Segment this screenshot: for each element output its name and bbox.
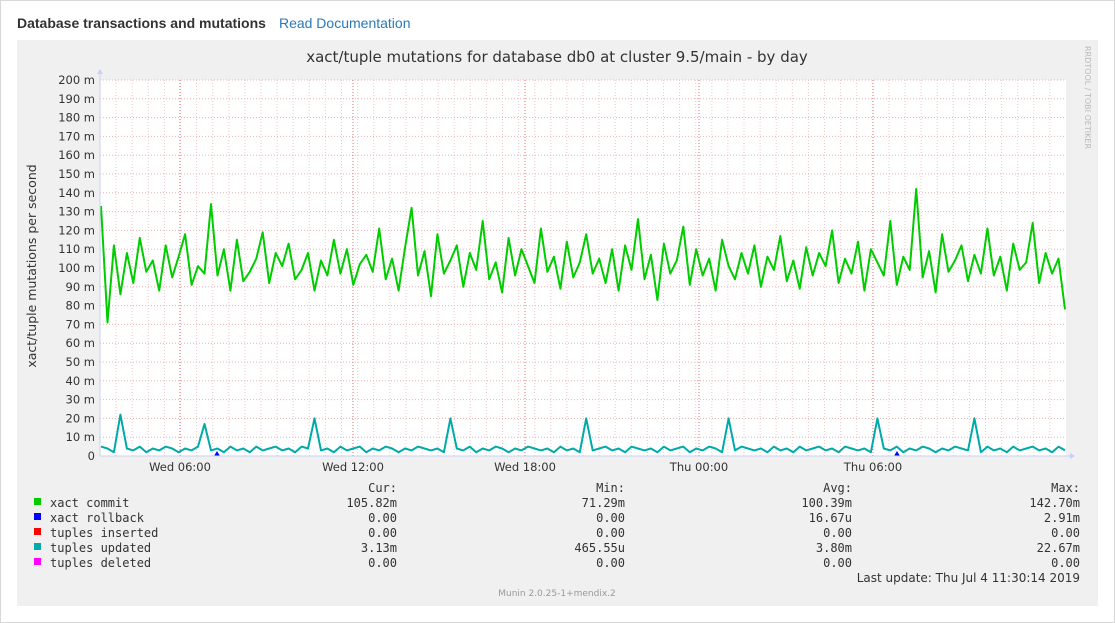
y-tick-label: 90 m bbox=[66, 280, 96, 294]
last-update: Last update: Thu Jul 4 11:30:14 2019 bbox=[857, 571, 1080, 585]
legend-value-max: 22.67m bbox=[1037, 541, 1080, 555]
y-tick-label: 70 m bbox=[66, 317, 96, 331]
legend-value-avg: 3.80m bbox=[816, 541, 852, 555]
legend-header: Cur: bbox=[368, 481, 397, 495]
legend-swatch bbox=[34, 528, 41, 535]
munin-chart: xact/tuple mutations for database db0 at… bbox=[17, 40, 1098, 606]
x-axis-arrow bbox=[1070, 453, 1075, 459]
y-tick-label: 110 m bbox=[58, 242, 95, 256]
read-documentation-link[interactable]: Read Documentation bbox=[278, 15, 411, 31]
y-tick-label: 180 m bbox=[58, 111, 95, 125]
legend-swatch bbox=[34, 513, 41, 520]
y-tick-label: 60 m bbox=[66, 336, 96, 350]
y-tick-label: 170 m bbox=[58, 129, 95, 143]
legend-value-avg: 0.00 bbox=[823, 526, 852, 540]
legend-header: Min: bbox=[596, 481, 625, 495]
legend-swatch bbox=[34, 543, 41, 550]
legend-swatch bbox=[34, 558, 41, 565]
y-tick-label: 0 bbox=[88, 449, 95, 463]
legend-value-avg: 100.39m bbox=[801, 496, 852, 510]
y-axis-label: xact/tuple mutations per second bbox=[24, 164, 39, 367]
legend-value-cur: 0.00 bbox=[368, 526, 397, 540]
y-axis-arrow bbox=[97, 69, 103, 74]
legend-value-max: 2.91m bbox=[1044, 511, 1080, 525]
x-tick-label: Wed 18:00 bbox=[494, 460, 556, 474]
rollback-marker bbox=[214, 451, 220, 456]
series-line-xact-commit bbox=[100, 188, 1066, 324]
legend-value-max: 142.70m bbox=[1029, 496, 1080, 510]
legend-header: Avg: bbox=[823, 481, 852, 495]
y-tick-label: 120 m bbox=[58, 223, 95, 237]
legend-value-min: 71.29m bbox=[582, 496, 625, 510]
x-tick-label: Wed 12:00 bbox=[322, 460, 384, 474]
legend-value-avg: 16.67u bbox=[809, 511, 852, 525]
legend-series-name: xact rollback bbox=[50, 511, 145, 525]
y-tick-label: 140 m bbox=[58, 186, 95, 200]
widget-title: Database transactions and mutations bbox=[17, 15, 266, 31]
y-tick-label: 80 m bbox=[66, 299, 96, 313]
y-tick-label: 200 m bbox=[58, 73, 95, 87]
legend-swatch bbox=[34, 498, 41, 505]
y-tick-label: 100 m bbox=[58, 261, 95, 275]
legend-series-name: xact commit bbox=[50, 496, 129, 510]
series-line-tuples-updated bbox=[100, 413, 1066, 454]
legend-series-name: tuples deleted bbox=[50, 556, 151, 570]
legend-value-avg: 0.00 bbox=[823, 556, 852, 570]
y-tick-label: 20 m bbox=[66, 411, 96, 425]
y-tick-label: 130 m bbox=[58, 205, 95, 219]
rollback-marker bbox=[894, 451, 900, 456]
legend-value-min: 0.00 bbox=[596, 556, 625, 570]
legend-value-cur: 105.82m bbox=[346, 496, 397, 510]
chart-title: xact/tuple mutations for database db0 at… bbox=[306, 48, 808, 66]
y-tick-label: 40 m bbox=[66, 374, 96, 388]
x-tick-label: Thu 06:00 bbox=[843, 460, 902, 474]
legend-value-cur: 0.00 bbox=[368, 511, 397, 525]
legend-series-name: tuples updated bbox=[50, 541, 151, 555]
legend-series-name: tuples inserted bbox=[50, 526, 158, 540]
widget-header: Database transactions and mutations Read… bbox=[17, 13, 410, 33]
munin-footer: Munin 2.0.25-1+mendix.2 bbox=[498, 589, 616, 599]
rrdtool-side-label: RRDTOOL / TOBI OETIKER bbox=[1083, 46, 1092, 149]
y-tick-label: 30 m bbox=[66, 393, 96, 407]
legend-value-cur: 0.00 bbox=[368, 556, 397, 570]
legend-header: Max: bbox=[1051, 481, 1080, 495]
legend-value-max: 0.00 bbox=[1051, 556, 1080, 570]
y-tick-label: 10 m bbox=[66, 430, 96, 444]
legend-value-min: 465.55u bbox=[574, 541, 625, 555]
x-tick-label: Thu 00:00 bbox=[669, 460, 728, 474]
x-tick-label: Wed 06:00 bbox=[149, 460, 211, 474]
legend-value-min: 0.00 bbox=[596, 526, 625, 540]
y-tick-label: 160 m bbox=[58, 148, 95, 162]
y-tick-label: 190 m bbox=[58, 92, 95, 106]
legend-value-max: 0.00 bbox=[1051, 526, 1080, 540]
chart-panel: xact/tuple mutations for database db0 at… bbox=[17, 40, 1098, 606]
legend-value-min: 0.00 bbox=[596, 511, 625, 525]
y-tick-label: 150 m bbox=[58, 167, 95, 181]
y-tick-label: 50 m bbox=[66, 355, 96, 369]
legend-value-cur: 3.13m bbox=[361, 541, 397, 555]
